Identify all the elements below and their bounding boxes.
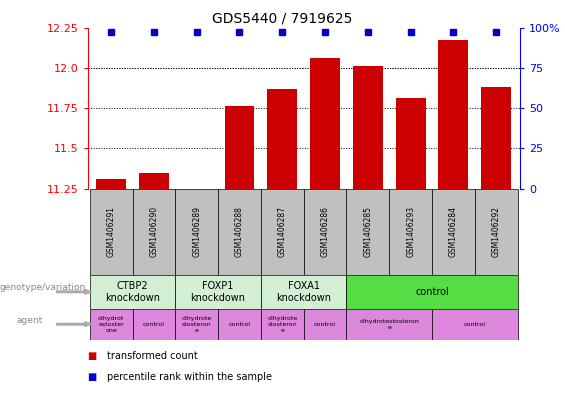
Bar [175, 309, 218, 340]
Bar [389, 189, 432, 275]
Text: GDS5440 / 7919625: GDS5440 / 7919625 [212, 12, 353, 26]
Bar [475, 189, 518, 275]
Bar [304, 189, 346, 275]
Bar [304, 309, 346, 340]
Text: FOXP1
knockdown: FOXP1 knockdown [190, 281, 246, 303]
Text: GSM1406287: GSM1406287 [278, 206, 287, 257]
Bar [90, 275, 175, 309]
Bar [310, 58, 340, 189]
Bar [261, 309, 304, 340]
Bar [133, 189, 175, 275]
Text: transformed count: transformed count [107, 351, 198, 361]
Text: ■: ■ [88, 372, 97, 382]
Text: percentile rank within the sample: percentile rank within the sample [107, 372, 272, 382]
Text: dihydrote
stosteron
e: dihydrote stosteron e [181, 316, 212, 332]
Text: dihydrot
estoster
one: dihydrot estoster one [98, 316, 124, 332]
Text: GSM1406286: GSM1406286 [320, 206, 329, 257]
Text: genotype/variation: genotype/variation [0, 283, 86, 292]
Text: control: control [143, 322, 165, 327]
Text: GSM1406284: GSM1406284 [449, 206, 458, 257]
Text: control: control [464, 322, 486, 327]
Text: GSM1406285: GSM1406285 [363, 206, 372, 257]
Bar [175, 275, 261, 309]
Bar [90, 189, 133, 275]
Text: GSM1406292: GSM1406292 [492, 206, 501, 257]
Bar [346, 309, 432, 340]
Text: GSM1406289: GSM1406289 [192, 206, 201, 257]
Bar [432, 189, 475, 275]
Text: GSM1406293: GSM1406293 [406, 206, 415, 257]
Text: control: control [415, 287, 449, 297]
Text: control: control [228, 322, 250, 327]
Bar [224, 107, 254, 189]
Bar [353, 66, 383, 189]
Bar [96, 179, 126, 189]
Bar [218, 189, 261, 275]
Text: dihydrote
stosteron
e: dihydrote stosteron e [267, 316, 297, 332]
Text: ■: ■ [88, 351, 97, 361]
Bar [261, 275, 346, 309]
Bar [139, 173, 169, 189]
Bar [432, 309, 518, 340]
Text: FOXA1
knockdown: FOXA1 knockdown [276, 281, 331, 303]
Bar [438, 40, 468, 189]
Bar [218, 309, 261, 340]
Bar [481, 87, 511, 189]
Text: GSM1406290: GSM1406290 [149, 206, 158, 257]
Bar [90, 309, 133, 340]
Text: agent: agent [17, 316, 43, 325]
Bar [175, 189, 218, 275]
Text: control: control [314, 322, 336, 327]
Bar [267, 89, 297, 189]
Bar [346, 275, 518, 309]
Text: CTBP2
knockdown: CTBP2 knockdown [105, 281, 160, 303]
Text: GSM1406291: GSM1406291 [107, 206, 116, 257]
Bar [261, 189, 304, 275]
Text: dihydrotestosteron
e: dihydrotestosteron e [359, 319, 419, 330]
Bar [133, 309, 175, 340]
Bar [346, 189, 389, 275]
Text: GSM1406288: GSM1406288 [235, 206, 244, 257]
Bar [396, 98, 425, 189]
